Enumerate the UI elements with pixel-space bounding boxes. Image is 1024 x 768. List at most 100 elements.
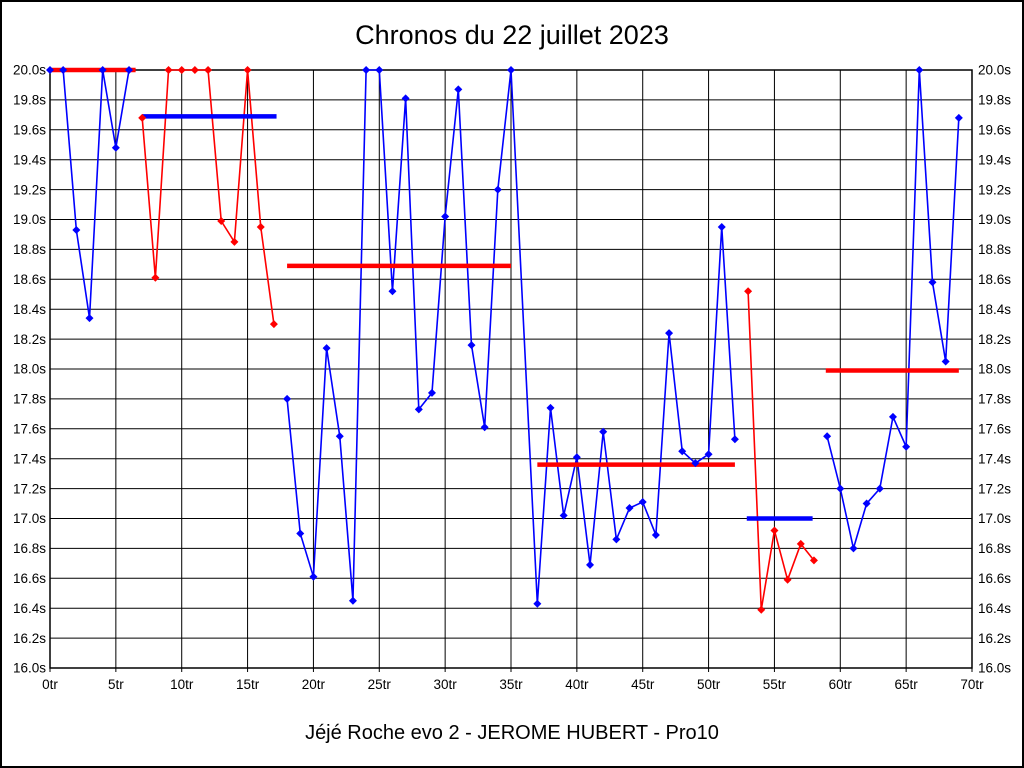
data-point-marker xyxy=(85,314,94,323)
data-point-marker xyxy=(322,344,331,353)
y-tick-label: 17.0s xyxy=(978,511,1011,526)
data-point-marker xyxy=(862,499,871,508)
data-point-marker xyxy=(888,412,897,421)
x-tick-label: 65tr xyxy=(895,677,919,692)
x-tick-label: 15tr xyxy=(236,677,260,692)
y-tick-label: 19.8s xyxy=(978,93,1011,108)
data-point-marker xyxy=(730,435,739,444)
y-tick-label: 19.2s xyxy=(978,182,1011,197)
y-tick-label: 18.4s xyxy=(978,302,1011,317)
data-point-marker xyxy=(783,575,792,584)
data-point-marker xyxy=(283,394,292,403)
data-point-marker xyxy=(651,530,660,539)
data-point-marker xyxy=(388,287,397,296)
data-point-marker xyxy=(875,484,884,493)
data-point-marker xyxy=(217,216,226,225)
y-tick-label: 16.4s xyxy=(978,601,1011,616)
x-axis-labels: 0tr 5tr 10tr 15tr 20tr 25tr 30tr 35tr 40tr 45tr 50… xyxy=(42,668,984,692)
y-tick-label: 18.6s xyxy=(978,272,1011,287)
y-tick-label: 18.4s xyxy=(13,302,46,317)
data-point-marker xyxy=(414,405,423,414)
data-point-marker xyxy=(638,498,647,507)
data-point-marker xyxy=(770,526,779,535)
data-point-marker xyxy=(362,66,371,74)
y-tick-label: 19.6s xyxy=(13,123,46,138)
y-tick-label: 17.4s xyxy=(978,451,1011,466)
data-point-marker xyxy=(151,273,160,282)
x-tick-label: 60tr xyxy=(829,677,853,692)
y-tick-label: 17.6s xyxy=(13,422,46,437)
data-point-marker xyxy=(230,237,239,246)
data-point-marker xyxy=(625,504,634,513)
data-point-marker xyxy=(72,225,81,234)
data-point-marker xyxy=(665,329,674,338)
y-tick-label: 16.8s xyxy=(978,541,1011,556)
data-point-marker xyxy=(243,66,252,74)
x-tick-label: 20tr xyxy=(302,677,326,692)
y-tick-label: 16.6s xyxy=(13,571,46,586)
x-tick-label: 0tr xyxy=(42,677,58,692)
data-point-marker xyxy=(507,66,515,74)
x-tick-label: 55tr xyxy=(763,677,787,692)
data-point-marker xyxy=(704,450,713,459)
data-point-marker xyxy=(915,66,924,74)
y-tick-label: 19.0s xyxy=(978,212,1011,227)
data-point-marker xyxy=(599,427,608,436)
data-point-marker xyxy=(902,442,911,451)
data-point-marker xyxy=(375,66,384,74)
data-point-marker xyxy=(559,511,568,520)
data-point-marker xyxy=(256,222,265,231)
data-point-marker xyxy=(757,605,766,614)
y-tick-label: 18.8s xyxy=(13,242,46,257)
y-tick-label: 19.2s xyxy=(13,182,46,197)
data-point-marker xyxy=(823,432,832,441)
y-tick-label: 18.2s xyxy=(13,332,46,347)
x-tick-label: 5tr xyxy=(108,677,124,692)
y-tick-label: 18.0s xyxy=(13,362,46,377)
data-point-marker xyxy=(928,278,937,287)
data-point-marker xyxy=(467,341,476,350)
data-point-marker xyxy=(296,529,305,538)
y-tick-label: 16.6s xyxy=(978,571,1011,586)
data-point-marker xyxy=(744,287,753,296)
data-point-marker xyxy=(796,539,805,548)
data-point-marker xyxy=(164,66,173,74)
data-point-marker xyxy=(717,222,726,231)
data-point-marker xyxy=(427,388,436,397)
y-tick-label: 16.8s xyxy=(13,541,46,556)
y-axis-labels-left: 16.0s 16.2s 16.4s 16.6s 16.8s 17.0s 17.2s 17.4s… xyxy=(13,63,46,676)
series-line-stint-1 xyxy=(50,69,130,319)
data-point-marker xyxy=(111,143,120,152)
y-tick-label: 18.8s xyxy=(978,242,1011,257)
data-point-marker xyxy=(401,94,410,103)
chart-title: Chronos du 22 juillet 2023 xyxy=(355,20,669,50)
data-point-marker xyxy=(204,66,213,74)
y-tick-label: 19.0s xyxy=(13,212,46,227)
data-point-marker xyxy=(309,572,318,581)
data-point-markers xyxy=(46,66,963,614)
x-tick-label: 40tr xyxy=(565,677,589,692)
y-tick-label: 17.8s xyxy=(13,392,46,407)
y-tick-label: 17.6s xyxy=(978,422,1011,437)
chart-footer: Jéjé Roche evo 2 - JEROME HUBERT - Pro10 xyxy=(305,722,719,744)
grid-lines xyxy=(49,69,973,669)
stint-average-lines xyxy=(50,67,959,521)
x-tick-label: 35tr xyxy=(499,677,523,692)
y-tick-label: 18.6s xyxy=(13,272,46,287)
x-tick-label: 70tr xyxy=(960,677,984,692)
data-point-marker xyxy=(691,459,700,468)
y-tick-label: 18.2s xyxy=(978,332,1011,347)
data-point-marker xyxy=(572,453,581,462)
data-point-marker xyxy=(809,556,818,565)
data-point-marker xyxy=(849,544,858,553)
data-point-marker xyxy=(348,596,357,605)
data-point-marker xyxy=(533,599,542,608)
series-line-stint-3-4 xyxy=(286,69,736,604)
y-tick-label: 17.8s xyxy=(978,392,1011,407)
y-tick-label: 19.8s xyxy=(13,93,46,108)
y-tick-label: 16.2s xyxy=(978,631,1011,646)
data-point-marker xyxy=(177,66,186,74)
data-point-marker xyxy=(46,66,54,74)
